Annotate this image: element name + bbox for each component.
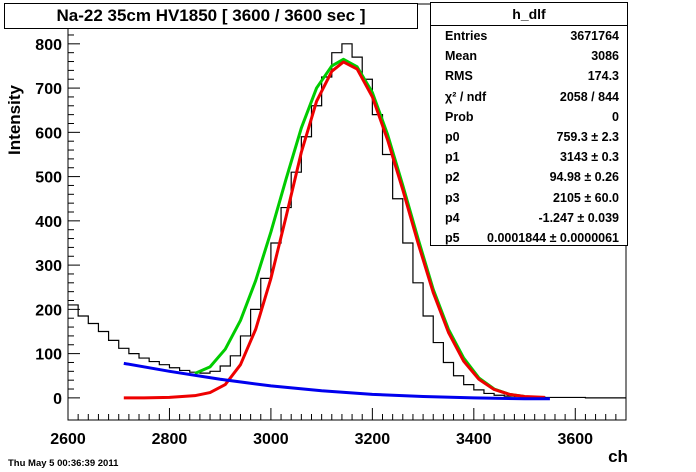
stats-value: 3086 — [591, 49, 619, 64]
stats-row: Prob 0 — [431, 107, 627, 127]
stats-key: χ² / ndf — [445, 89, 487, 104]
timestamp: Thu May 5 00:36:39 2011 — [8, 458, 119, 469]
stats-key: p5 — [445, 230, 460, 245]
y-tick-label: 600 — [35, 125, 62, 142]
x-axis-label: ch — [608, 447, 628, 466]
histogram-layer — [68, 43, 626, 399]
stats-value: 2058 / 844 — [559, 89, 619, 104]
x-tick-label: 3000 — [253, 431, 289, 448]
stats-key: p4 — [445, 210, 460, 225]
stats-row: RMS 174.3 — [431, 66, 627, 86]
stats-value: -1.247 ± 0.039 — [538, 210, 619, 225]
stats-row: p5 0.0001844 ± 0.0000061 — [431, 228, 627, 248]
stats-row: p0 759.3 ± 2.3 — [431, 127, 627, 147]
stats-value: 0 — [612, 109, 619, 124]
stats-row: p1 3143 ± 0.3 — [431, 147, 627, 167]
x-axis-ticks: 2600 2800 3000 3200 3400 3600 — [50, 408, 627, 448]
x-tick-label: 2800 — [152, 431, 188, 448]
stats-row: p4 -1.247 ± 0.039 — [431, 208, 627, 228]
stats-row: p3 2105 ± 60.0 — [431, 188, 627, 208]
y-tick-label: 800 — [35, 37, 62, 54]
stats-value: 94.98 ± 0.26 — [549, 170, 619, 185]
y-tick-label: 400 — [35, 214, 62, 231]
stats-key: Prob — [445, 109, 474, 124]
stats-row: Mean 3086 — [431, 46, 627, 66]
gaussian-curve — [123, 60, 545, 400]
x-tick-label: 3200 — [355, 431, 391, 448]
stats-key: RMS — [445, 69, 473, 84]
stats-value: 3671764 — [570, 29, 619, 44]
y-tick-label: 300 — [35, 258, 62, 275]
fit-series-layer — [123, 57, 550, 401]
stats-value: 2105 ± 60.0 — [553, 190, 619, 205]
stats-key: Entries — [445, 29, 488, 44]
stats-key: p1 — [445, 150, 460, 165]
y-tick-label: 500 — [35, 170, 62, 187]
stats-value: 759.3 ± 2.3 — [556, 130, 619, 145]
stats-value: 3143 ± 0.3 — [560, 150, 619, 165]
stats-row: Entries 3671764 — [431, 26, 627, 46]
stats-key: p2 — [445, 170, 460, 185]
stats-box: h_dlf Entries 3671764 Mean 3086 RMS 174.3 χ² /… — [430, 2, 628, 246]
stats-value: 174.3 — [587, 69, 619, 84]
x-tick-label: 3600 — [557, 431, 593, 448]
y-tick-label: 100 — [35, 347, 62, 364]
total-fit-curve — [194, 57, 525, 399]
stats-key: p3 — [445, 190, 460, 205]
stats-key: Mean — [445, 49, 477, 64]
stats-histogram-name: h_dlf — [431, 3, 627, 26]
y-tick-label: 0 — [53, 391, 62, 408]
chart-title: Na-22 35cm HV1850 [ 3600 / 3600 sec ] — [4, 3, 418, 29]
stats-rows: Entries 3671764 Mean 3086 RMS 174.3 χ² / ndf 20… — [431, 26, 627, 248]
stats-key: p0 — [445, 130, 460, 145]
x-tick-label: 3400 — [456, 431, 492, 448]
stats-row: p2 94.98 ± 0.26 — [431, 167, 627, 187]
y-tick-label: 200 — [35, 302, 62, 319]
x-tick-label: 2600 — [50, 431, 86, 448]
stats-value: 0.0001844 ± 0.0000061 — [487, 230, 619, 245]
y-axis-label: Intensity — [5, 85, 24, 155]
y-tick-label: 700 — [35, 81, 62, 98]
y-axis-ticks: 0 100 200 300 400 500 600 700 800 — [35, 7, 80, 408]
histogram-line — [68, 43, 626, 399]
stats-row: χ² / ndf 2058 / 844 — [431, 87, 627, 107]
background-curve — [123, 361, 550, 401]
